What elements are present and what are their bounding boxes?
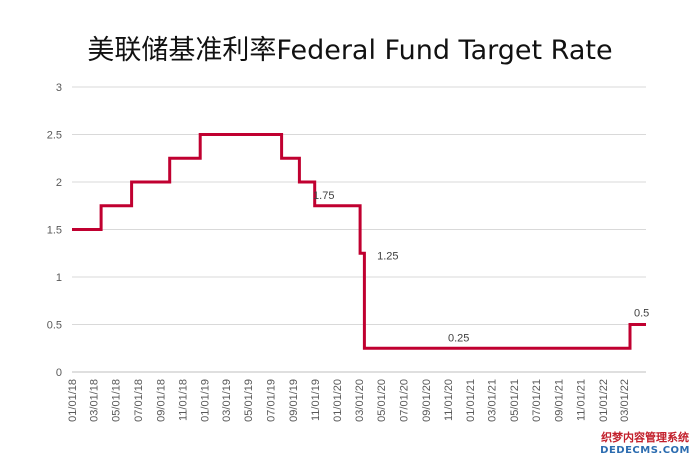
x-axis: 01/01/18 03/01/18 05/01/18 07/01/18 09/01/18… [67, 379, 631, 422]
x-tick-label: 03/01/21 [487, 379, 499, 422]
x-tick-label: 11/01/19 [310, 379, 322, 421]
y-tick-label: 2.5 [47, 130, 62, 142]
y-tick-label: 1.5 [47, 225, 62, 237]
x-tick-label: 11/01/20 [443, 379, 455, 421]
chart-title: 美联储基准利率Federal Fund Target Rate [87, 35, 613, 66]
x-tick-label: 11/01/18 [177, 379, 189, 421]
x-tick-label: 03/01/20 [354, 379, 366, 422]
y-axis: 0 0.5 1 1.5 2 2.5 3 [47, 82, 62, 379]
x-tick-label: 07/01/21 [531, 379, 543, 422]
x-tick-label: 03/01/19 [221, 379, 233, 422]
x-tick-label: 01/01/20 [332, 379, 344, 422]
x-tick-label: 05/01/20 [376, 379, 388, 422]
series-line-0 [72, 133, 646, 350]
x-tick-label: 01/01/19 [200, 379, 212, 422]
x-tick-label: 11/01/21 [576, 379, 588, 421]
series-layer [72, 133, 646, 350]
watermark: 织梦内容管理系统 DEDECMS.COM [600, 431, 690, 457]
x-tick-label: 01/01/21 [465, 379, 477, 422]
data-label: 0.5 [634, 308, 649, 320]
data-label: 1.75 [313, 190, 334, 202]
data-labels: 1.75 1.25 0.25 0.5 [313, 190, 649, 345]
x-tick-label: 09/01/18 [155, 379, 167, 422]
watermark-line2: DEDECMS.COM [600, 445, 690, 456]
x-tick-label: 01/01/22 [598, 379, 610, 422]
x-tick-label: 05/01/18 [111, 379, 123, 422]
x-tick-label: 03/01/22 [619, 379, 631, 422]
x-tick-label: 01/01/18 [67, 379, 79, 422]
y-tick-label: 3 [56, 82, 62, 94]
gridlines [72, 86, 646, 373]
x-tick-label: 07/01/20 [398, 379, 410, 422]
y-tick-label: 1 [56, 272, 62, 284]
x-tick-label: 05/01/19 [243, 379, 255, 422]
x-tick-label: 07/01/18 [133, 379, 145, 422]
x-tick-label: 09/01/19 [288, 379, 300, 422]
x-tick-label: 05/01/21 [509, 379, 521, 422]
y-tick-label: 2 [56, 177, 62, 189]
x-tick-label: 03/01/18 [88, 379, 100, 422]
y-tick-label: 0.5 [47, 320, 62, 332]
x-tick-label: 07/01/19 [265, 379, 277, 422]
x-tick-label: 09/01/21 [553, 379, 565, 422]
watermark-line1: 织梦内容管理系统 [601, 431, 690, 444]
y-tick-label: 0 [56, 367, 62, 379]
data-label: 1.25 [377, 250, 398, 262]
x-tick-label: 09/01/20 [421, 379, 433, 422]
data-label: 0.25 [448, 332, 469, 344]
